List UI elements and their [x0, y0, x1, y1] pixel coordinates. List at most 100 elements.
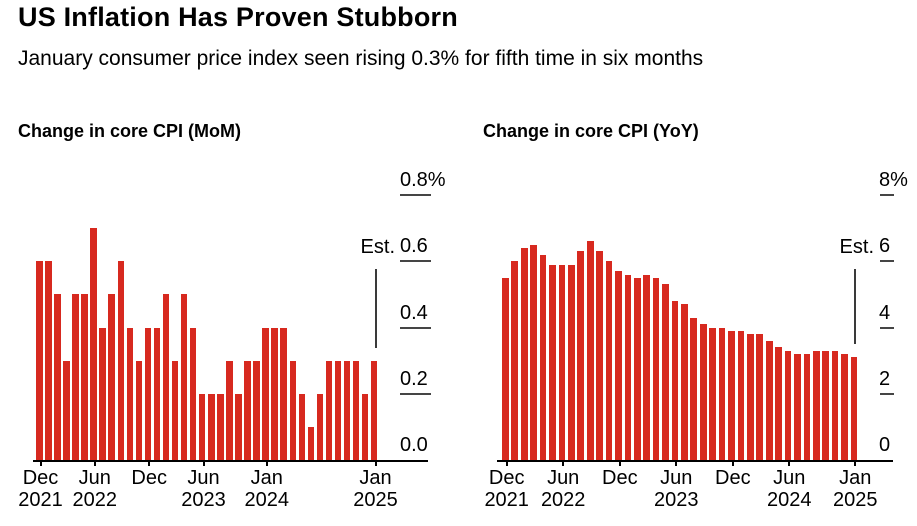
bar [72, 294, 79, 460]
bar [502, 277, 509, 460]
y-tick-label: 0 [879, 434, 891, 456]
bar [253, 360, 260, 460]
x-tick [505, 460, 508, 466]
chart-title: Change in core CPI (MoM) [18, 121, 242, 141]
x-axis-line [33, 460, 428, 462]
x-tick-month: Dec [22, 467, 59, 489]
bar [558, 264, 566, 460]
x-tick-month: Dec [715, 467, 751, 489]
x-tick-year: 2025 [353, 489, 398, 511]
x-tick-year: 2025 [833, 489, 878, 511]
bar [180, 294, 188, 460]
bar [352, 360, 360, 460]
bar [784, 350, 792, 460]
bar [361, 393, 369, 461]
y-tick-dash [880, 392, 894, 395]
charts-canvas: Change in core CPI (MoM) 0.8% 0.6 0.4 0.2 0.0… [0, 105, 917, 526]
bar [208, 393, 215, 461]
y-tick-label: 0.6 [400, 235, 428, 258]
bar [615, 271, 622, 460]
x-axis-line [497, 460, 893, 462]
estimate-label: Est. [839, 236, 874, 258]
x-tick-year: 2023 [181, 489, 226, 511]
x-tick-month: Dec [131, 467, 167, 489]
bar [577, 251, 585, 460]
bar [652, 277, 660, 460]
x-tick [788, 460, 791, 466]
y-tick-dash [400, 392, 431, 395]
x-tick [731, 460, 734, 466]
bar [370, 360, 378, 460]
y-tick-label: 0.8% [400, 169, 446, 191]
bar [235, 393, 242, 461]
bar [812, 350, 820, 460]
bar [567, 264, 575, 460]
y-tick-dash [880, 260, 894, 263]
y-tick-label: 0.0 [400, 434, 428, 456]
bar [81, 294, 88, 460]
bar [289, 360, 296, 460]
bar [699, 324, 707, 460]
bar [662, 284, 669, 460]
x-tick-month: Jun [547, 467, 580, 489]
page-title: US Inflation Has Proven Stubborn [18, 2, 458, 32]
x-tick [39, 460, 42, 466]
x-tick [618, 460, 621, 466]
y-tick-label: 0.4 [400, 301, 428, 324]
bar [189, 327, 197, 460]
bar [126, 327, 133, 460]
bar [45, 261, 52, 460]
bar [307, 426, 315, 460]
x-tick-month: Jun [660, 467, 693, 489]
y-tick-dash [880, 194, 894, 196]
bar [36, 261, 43, 460]
bar [217, 393, 224, 461]
y-tick-label: 2 [879, 367, 891, 390]
bar [671, 301, 679, 460]
bar [709, 327, 717, 460]
x-tick-month: Jan [359, 467, 392, 489]
x-tick-month: Dec [488, 467, 525, 489]
bar [765, 340, 773, 461]
y-tick-label: 6 [879, 235, 891, 258]
bar [226, 360, 233, 460]
bar [775, 347, 782, 460]
x-tick [148, 460, 151, 466]
bar [171, 360, 179, 460]
bar [850, 357, 858, 460]
bar [343, 360, 351, 460]
bar [681, 304, 688, 460]
bar [841, 354, 848, 460]
x-tick-year: 2021 [484, 489, 529, 511]
bar [718, 327, 726, 460]
y-tick-dash [400, 194, 431, 196]
y-tick-dash [400, 260, 431, 263]
x-tick-year: 2021 [18, 489, 63, 511]
y-tick-dash [880, 326, 894, 329]
x-tick-year: 2023 [654, 489, 699, 511]
bar [803, 354, 811, 460]
bar [831, 350, 839, 460]
bar [520, 248, 528, 460]
bar [280, 327, 287, 460]
bar [746, 334, 754, 460]
bar [162, 294, 170, 460]
x-tick-year: 2022 [540, 489, 586, 511]
x-tick-year: 2022 [72, 489, 118, 511]
x-tick-year: 2024 [244, 489, 290, 511]
bar [586, 241, 594, 460]
bar [153, 327, 161, 460]
x-tick [93, 460, 96, 466]
bar [316, 393, 324, 461]
bar [135, 360, 143, 460]
estimate-line [854, 269, 857, 345]
x-tick [202, 460, 205, 466]
bar [624, 274, 632, 460]
bar [549, 264, 556, 460]
y-tick-label: 0.2 [400, 367, 428, 390]
page-subtitle: January consumer price index seen rising… [18, 47, 704, 70]
bar [334, 360, 342, 460]
y-tick-label: 8% [879, 169, 908, 191]
bar [822, 350, 830, 460]
